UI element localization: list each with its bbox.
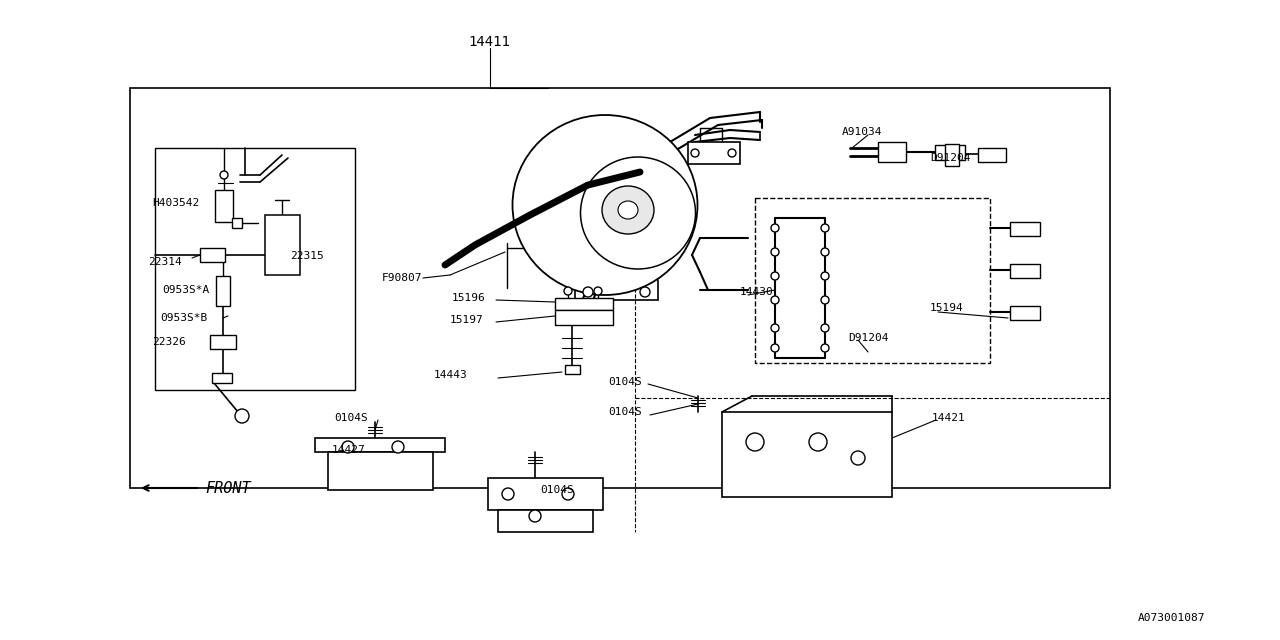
Bar [755,198,989,363]
Bar [978,148,1006,162]
Bar [265,215,300,275]
Circle shape [820,272,829,280]
Text: 14421: 14421 [932,413,965,423]
Bar [155,148,355,390]
Circle shape [771,272,780,280]
Text: 0104S: 0104S [608,407,641,417]
Circle shape [771,344,780,352]
Bar [315,438,445,452]
Text: 14443: 14443 [434,370,467,380]
Circle shape [746,433,764,451]
Circle shape [771,224,780,232]
Bar [556,298,613,310]
Circle shape [236,409,250,423]
Bar [564,365,580,374]
Circle shape [820,324,829,332]
Text: FRONT: FRONT [205,481,251,495]
Bar [722,412,892,497]
Bar [200,248,225,262]
Ellipse shape [581,157,695,269]
Text: 15197: 15197 [451,315,484,325]
Bar [1010,306,1039,320]
Ellipse shape [602,186,654,234]
Circle shape [594,287,602,295]
Circle shape [529,510,541,522]
Bar [488,478,603,510]
Bar [1010,222,1039,236]
Circle shape [820,344,829,352]
Text: F90807: F90807 [381,273,422,283]
Circle shape [851,451,865,465]
Bar [878,142,906,162]
Bar [498,510,593,532]
Circle shape [691,149,699,157]
Bar [215,190,233,222]
Bar [212,373,232,383]
Text: 14427: 14427 [332,445,366,455]
Text: 14430: 14430 [740,287,773,297]
Bar [216,276,230,306]
Circle shape [562,488,573,500]
Circle shape [342,441,355,453]
Circle shape [728,149,736,157]
Text: 15196: 15196 [452,293,485,303]
Circle shape [820,296,829,304]
Text: 14411: 14411 [468,35,509,49]
Text: A073001087: A073001087 [1138,613,1206,623]
Text: D91204: D91204 [849,333,888,343]
Text: 15194: 15194 [931,303,964,313]
Bar [934,145,965,160]
Circle shape [220,171,228,179]
Circle shape [771,248,780,256]
Ellipse shape [512,115,698,295]
Text: 0104S: 0104S [334,413,367,423]
Circle shape [582,287,593,297]
Text: 22326: 22326 [152,337,186,347]
Ellipse shape [618,201,637,219]
Text: 0953S*A: 0953S*A [163,285,209,295]
Circle shape [564,287,572,295]
Text: 0104S: 0104S [608,377,641,387]
Circle shape [771,324,780,332]
Bar [556,310,613,325]
Text: 22314: 22314 [148,257,182,267]
Bar [945,144,959,166]
Bar [131,88,1110,488]
Circle shape [820,224,829,232]
Circle shape [809,433,827,451]
Bar [689,142,740,164]
Text: D91204: D91204 [931,153,970,163]
Circle shape [640,287,650,297]
Bar [1010,264,1039,278]
Text: 0953S*B: 0953S*B [160,313,207,323]
Bar [210,335,236,349]
Text: 22315: 22315 [291,251,324,261]
Text: A91034: A91034 [842,127,882,137]
Circle shape [502,488,515,500]
Bar [328,452,433,490]
Circle shape [820,248,829,256]
Circle shape [771,296,780,304]
Text: H403542: H403542 [152,198,200,208]
Circle shape [392,441,404,453]
Bar [232,218,242,228]
Text: 0104S: 0104S [540,485,573,495]
